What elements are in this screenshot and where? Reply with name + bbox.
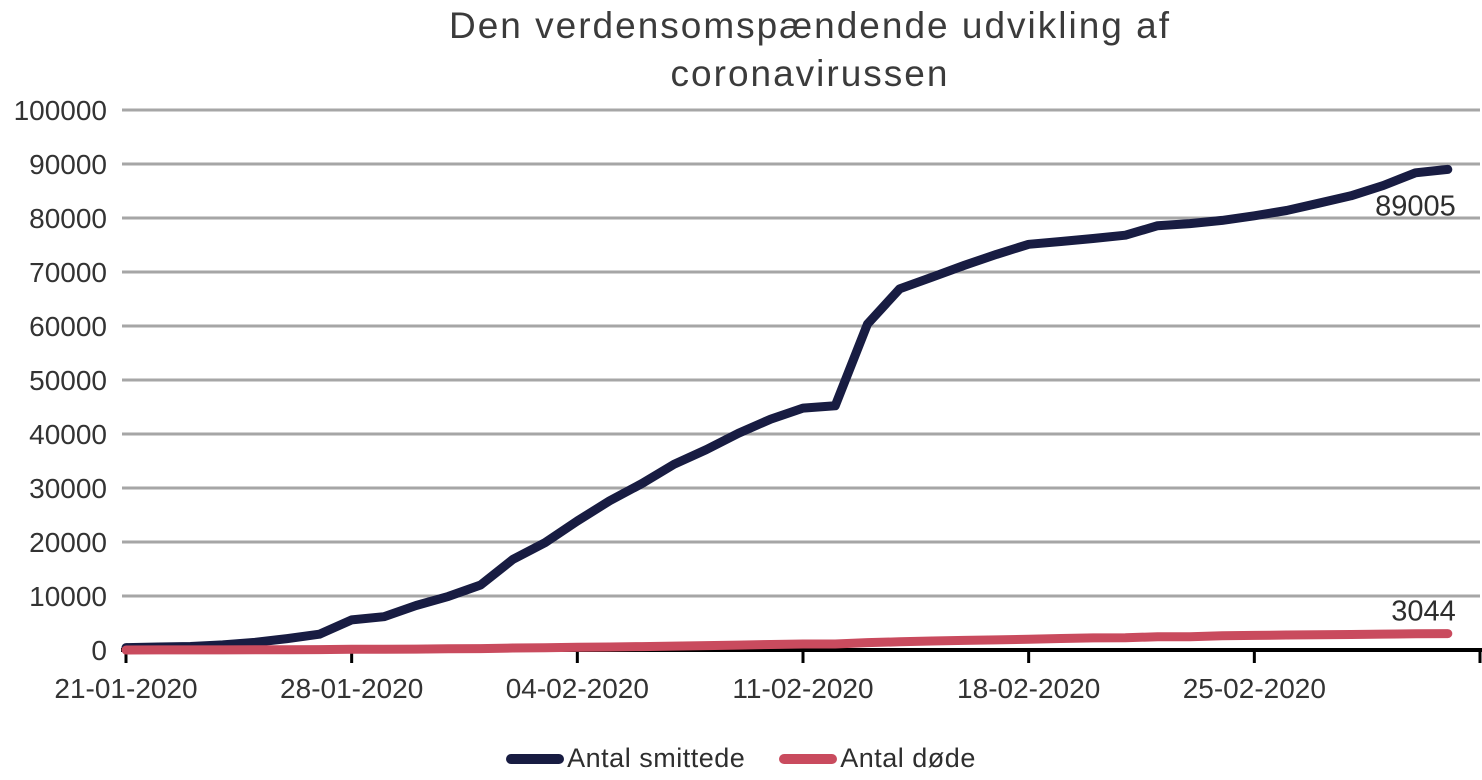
legend-swatch-deaths-line-icon bbox=[779, 753, 838, 764]
y-axis-tick-label: 70000 bbox=[29, 257, 107, 288]
y-axis-tick-label: 60000 bbox=[29, 311, 107, 342]
y-axis-tick-label: 50000 bbox=[29, 365, 107, 396]
x-axis-tick-label: 11-02-2020 bbox=[732, 673, 873, 704]
x-axis-tick-label: 04-02-2020 bbox=[506, 673, 649, 704]
legend-label-antal-smittede: Antal smittede bbox=[567, 743, 746, 773]
legend-swatch-infected-line-icon bbox=[506, 753, 565, 764]
y-axis-tick-label: 0 bbox=[91, 635, 107, 666]
legend-item-antal-doede: Antal døde bbox=[779, 743, 976, 774]
y-axis-tick-label: 90000 bbox=[29, 149, 107, 180]
legend-item-antal-smittede: Antal smittede bbox=[506, 743, 745, 774]
x-axis-tick-label: 21-01-2020 bbox=[54, 673, 197, 704]
y-axis-tick-label: 80000 bbox=[29, 203, 107, 234]
y-axis-tick-label: 100000 bbox=[14, 95, 107, 126]
series-line-antal-d-de bbox=[121, 629, 1453, 655]
chart-legend: Antal smittede Antal døde bbox=[0, 743, 1482, 774]
y-axis-tick-label: 40000 bbox=[29, 419, 107, 450]
series-line-antal-smittede bbox=[121, 164, 1453, 653]
legend-label-antal-doede: Antal døde bbox=[840, 743, 976, 773]
y-axis-tick-label: 10000 bbox=[29, 581, 107, 612]
data-label-antal-d-de: 3044 bbox=[1391, 596, 1456, 628]
x-axis-tick-label: 25-02-2020 bbox=[1183, 673, 1326, 704]
chart-title: Den verdensomspændende udvikling af coro… bbox=[448, 5, 1172, 94]
x-axis-tick-label: 18-02-2020 bbox=[957, 673, 1100, 704]
x-axis-tick-label: 28-01-2020 bbox=[280, 673, 423, 704]
y-axis-tick-label: 20000 bbox=[29, 527, 107, 558]
data-label-antal-smittede: 89005 bbox=[1375, 190, 1456, 222]
y-axis-tick-label: 30000 bbox=[29, 473, 107, 504]
